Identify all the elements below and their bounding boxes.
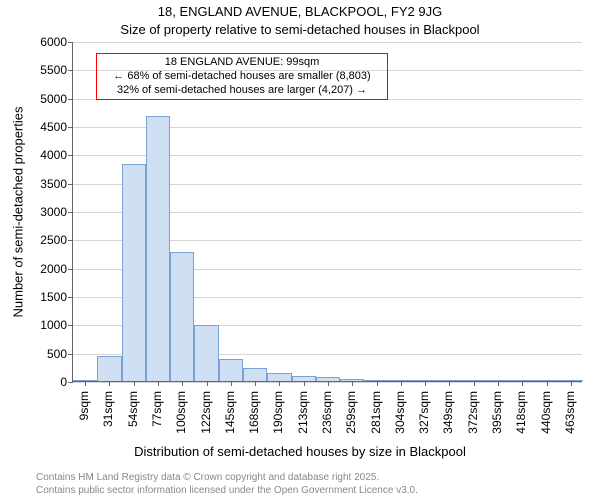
y-axis-label: Number of semi-detached properties [11, 107, 26, 318]
ytick-label: 5000 [40, 92, 67, 106]
ytick-mark [68, 99, 73, 100]
xtick-label: 259sqm [344, 391, 358, 434]
ytick-mark [68, 212, 73, 213]
xtick-mark [377, 381, 378, 386]
ytick-mark [68, 325, 73, 326]
annotation-line: 32% of semi-detached houses are larger (… [103, 84, 381, 98]
ytick-label: 0 [60, 375, 67, 389]
xtick-label: 395sqm [490, 391, 504, 434]
ytick-mark [68, 382, 73, 383]
ytick-mark [68, 184, 73, 185]
x-axis-label: Distribution of semi-detached houses by … [0, 444, 600, 459]
chart-subtitle: Size of property relative to semi-detach… [0, 22, 600, 37]
xtick-label: 349sqm [441, 391, 455, 434]
footer-line: Contains HM Land Registry data © Crown c… [36, 472, 418, 485]
xtick-label: 372sqm [466, 391, 480, 434]
grid-line [73, 42, 582, 43]
histogram-bar [146, 116, 170, 381]
xtick-mark [304, 381, 305, 386]
ytick-label: 1000 [40, 318, 67, 332]
xtick-label: 122sqm [199, 391, 213, 434]
annotation-line: ← 68% of semi-detached houses are smalle… [103, 70, 381, 84]
ytick-mark [68, 269, 73, 270]
ytick-mark [68, 155, 73, 156]
xtick-mark [522, 381, 523, 386]
ytick-label: 4500 [40, 120, 67, 134]
ytick-mark [68, 70, 73, 71]
xtick-label: 463sqm [563, 391, 577, 434]
xtick-mark [182, 381, 183, 386]
xtick-label: 54sqm [126, 391, 140, 427]
xtick-label: 304sqm [393, 391, 407, 434]
ytick-label: 3500 [40, 177, 67, 191]
ytick-label: 1500 [40, 290, 67, 304]
xtick-mark [401, 381, 402, 386]
xtick-mark [279, 381, 280, 386]
xtick-mark [134, 381, 135, 386]
xtick-mark [207, 381, 208, 386]
xtick-label: 327sqm [417, 391, 431, 434]
ytick-label: 5500 [40, 63, 67, 77]
histogram-bar [243, 368, 267, 381]
xtick-mark [352, 381, 353, 386]
xtick-mark [255, 381, 256, 386]
annotation-box: 18 ENGLAND AVENUE: 99sqm← 68% of semi-de… [96, 53, 388, 100]
ytick-label: 3000 [40, 205, 67, 219]
histogram-bar [267, 373, 291, 381]
xtick-label: 31sqm [101, 391, 115, 427]
xtick-label: 100sqm [174, 391, 188, 434]
chart-footer: Contains HM Land Registry data © Crown c… [36, 472, 418, 497]
histogram-bar [97, 356, 121, 382]
histogram-bar [122, 164, 146, 381]
xtick-mark [571, 381, 572, 386]
histogram-bar [219, 359, 243, 381]
xtick-label: 236sqm [320, 391, 334, 434]
histogram-bar [194, 325, 218, 381]
xtick-mark [425, 381, 426, 386]
xtick-mark [109, 381, 110, 386]
xtick-label: 281sqm [369, 391, 383, 434]
chart-container: 18, ENGLAND AVENUE, BLACKPOOL, FY2 9JG S… [0, 0, 600, 500]
xtick-mark [547, 381, 548, 386]
xtick-label: 145sqm [223, 391, 237, 434]
xtick-label: 168sqm [247, 391, 261, 434]
histogram-bar [170, 252, 194, 381]
ytick-mark [68, 127, 73, 128]
ytick-mark [68, 354, 73, 355]
xtick-mark [85, 381, 86, 386]
xtick-label: 418sqm [514, 391, 528, 434]
ytick-label: 2000 [40, 262, 67, 276]
ytick-label: 4000 [40, 148, 67, 162]
ytick-label: 500 [47, 347, 67, 361]
xtick-mark [328, 381, 329, 386]
xtick-mark [231, 381, 232, 386]
xtick-mark [449, 381, 450, 386]
xtick-mark [498, 381, 499, 386]
ytick-mark [68, 42, 73, 43]
xtick-label: 440sqm [539, 391, 553, 434]
ytick-label: 2500 [40, 233, 67, 247]
annotation-line: 18 ENGLAND AVENUE: 99sqm [103, 56, 381, 70]
xtick-mark [158, 381, 159, 386]
ytick-label: 6000 [40, 35, 67, 49]
xtick-label: 77sqm [150, 391, 164, 427]
ytick-mark [68, 297, 73, 298]
footer-line: Contains public sector information licen… [36, 485, 418, 498]
xtick-label: 9sqm [77, 391, 91, 420]
xtick-label: 213sqm [296, 391, 310, 434]
chart-title: 18, ENGLAND AVENUE, BLACKPOOL, FY2 9JG [0, 4, 600, 19]
xtick-mark [474, 381, 475, 386]
ytick-mark [68, 240, 73, 241]
xtick-label: 190sqm [271, 391, 285, 434]
